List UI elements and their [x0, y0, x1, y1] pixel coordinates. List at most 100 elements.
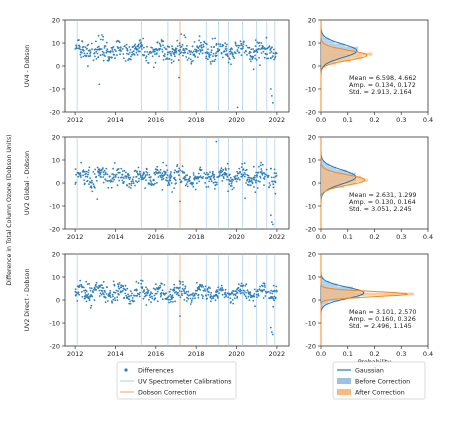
difference-point	[101, 290, 104, 292]
difference-point	[78, 293, 81, 296]
difference-point	[176, 39, 179, 42]
difference-point	[210, 63, 212, 65]
difference-point	[255, 290, 258, 293]
difference-point	[103, 52, 105, 54]
difference-point	[272, 183, 275, 186]
difference-point	[237, 177, 240, 179]
difference-point	[161, 178, 163, 181]
x-tick-label: 2014	[107, 350, 124, 358]
difference-point	[152, 287, 155, 290]
gaussian-curve	[320, 20, 368, 112]
difference-point	[131, 54, 133, 56]
difference-point	[190, 62, 193, 65]
difference-point	[111, 49, 114, 51]
difference-point	[105, 179, 107, 182]
difference-point	[192, 182, 194, 185]
difference-point	[229, 53, 232, 55]
difference-point	[132, 180, 134, 183]
difference-point	[197, 172, 200, 175]
difference-point	[200, 168, 203, 171]
difference-point	[241, 162, 244, 165]
difference-point	[79, 46, 81, 48]
y-tick-label: 0	[56, 179, 60, 187]
difference-point	[175, 50, 178, 53]
difference-point	[113, 178, 115, 181]
difference-point	[86, 283, 89, 285]
difference-point	[202, 45, 205, 48]
difference-point	[234, 175, 237, 177]
difference-point	[221, 173, 224, 176]
difference-point	[258, 288, 261, 291]
y-tick-label: -20	[49, 225, 60, 233]
difference-point	[182, 52, 185, 54]
difference-point	[201, 49, 204, 52]
difference-point	[156, 52, 158, 54]
difference-point	[244, 197, 247, 200]
stats-amp: Amp. = 0.130, 0.164	[349, 198, 416, 206]
difference-point	[75, 44, 77, 47]
difference-point	[260, 52, 263, 54]
difference-point	[185, 290, 188, 293]
difference-point	[214, 37, 217, 40]
difference-point	[175, 47, 178, 50]
after-correction-bar	[321, 40, 323, 44]
difference-point	[198, 35, 201, 38]
difference-point	[197, 177, 200, 180]
difference-point	[175, 291, 178, 293]
difference-point	[171, 45, 173, 48]
difference-point	[254, 39, 257, 41]
difference-point	[214, 299, 217, 302]
difference-point	[130, 55, 132, 58]
y-tick-label: -20	[49, 342, 60, 350]
difference-point	[99, 169, 101, 172]
difference-point	[104, 291, 106, 293]
difference-point	[107, 186, 110, 189]
difference-point	[84, 289, 87, 291]
difference-point	[215, 52, 217, 55]
difference-point	[248, 299, 251, 301]
difference-point	[274, 296, 277, 299]
difference-point	[210, 46, 213, 48]
difference-point	[264, 175, 266, 178]
difference-point	[209, 295, 212, 298]
difference-point	[243, 290, 246, 292]
difference-point	[83, 179, 85, 182]
difference-point	[122, 57, 125, 60]
difference-point	[260, 172, 263, 174]
difference-point	[149, 179, 152, 182]
difference-point	[217, 43, 220, 45]
difference-point	[183, 34, 186, 37]
difference-point	[124, 60, 127, 62]
difference-point	[189, 58, 192, 61]
difference-point	[248, 52, 251, 55]
stats-std: Std. = 2.913, 2.164	[349, 88, 412, 96]
difference-point	[219, 287, 222, 290]
difference-point	[216, 183, 218, 186]
difference-point	[221, 56, 224, 59]
timeseries-panel-1: -20 -10 0 10 20 2012 2014 2016 2018 2020 2022 UV4 -…	[24, 16, 290, 124]
difference-point	[124, 45, 126, 47]
difference-point	[257, 293, 260, 296]
difference-point	[143, 289, 146, 291]
difference-point	[128, 51, 131, 54]
difference-point	[136, 294, 139, 297]
difference-point	[241, 176, 243, 178]
difference-point	[198, 52, 201, 55]
difference-point	[187, 52, 189, 55]
difference-point	[84, 291, 87, 294]
difference-point	[159, 284, 162, 287]
difference-point	[207, 48, 209, 51]
difference-point	[112, 46, 115, 48]
difference-point	[87, 171, 90, 174]
difference-point	[139, 39, 142, 41]
difference-point	[248, 176, 251, 179]
difference-point	[139, 170, 141, 173]
difference-point	[202, 43, 205, 46]
difference-point	[275, 52, 278, 55]
difference-point	[152, 66, 155, 69]
difference-point	[150, 51, 153, 54]
difference-point	[239, 292, 242, 295]
difference-point	[272, 305, 275, 308]
difference-point	[180, 45, 183, 48]
difference-point	[223, 296, 226, 299]
